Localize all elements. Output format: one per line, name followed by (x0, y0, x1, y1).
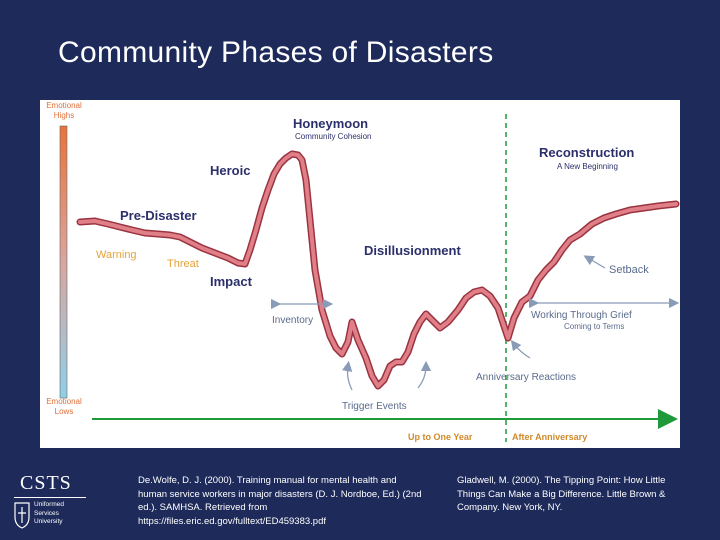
logo-line-2: Services (34, 509, 59, 517)
shield-icon (14, 502, 30, 529)
trigger-events-label: Trigger Events (342, 401, 407, 412)
coming-to-terms-label: Coming to Terms (564, 322, 624, 331)
disaster-phases-diagram: Emotional Highs Emotional Lows Honeymoon… (40, 100, 680, 448)
emotional-curve (78, 152, 678, 388)
setback-arrow (583, 255, 606, 269)
anniversary-reactions-arrow (510, 339, 531, 359)
emotional-lows-label-2: Lows (55, 407, 74, 416)
emotional-curve-outline (76, 150, 680, 390)
impact-label: Impact (210, 274, 253, 289)
emotional-highs-label-1: Emotional (46, 101, 82, 110)
inventory-label: Inventory (272, 315, 313, 326)
csts-logo-text: CSTS (20, 472, 72, 494)
logo-university-lines: Uniformed Services University (34, 501, 64, 527)
warning-label: Warning (96, 249, 137, 261)
pre-disaster-label: Pre-Disaster (120, 208, 197, 223)
up-to-one-year-label: Up to One Year (408, 432, 473, 442)
emotional-lows-label-1: Emotional (46, 397, 82, 406)
trigger-events-arrow-right (417, 360, 432, 389)
anniversary-reactions-label: Anniversary Reactions (476, 372, 576, 383)
threat-label: Threat (167, 258, 199, 270)
heroic-label: Heroic (210, 163, 250, 178)
new-beginning-label: A New Beginning (557, 162, 618, 171)
reference-gladwell: Gladwell, M. (2000). The Tipping Point: … (457, 475, 666, 513)
phases-svg: Emotional Highs Emotional Lows Honeymoon… (46, 101, 680, 442)
emotional-highs-label-2: Highs (54, 111, 74, 120)
reconstruction-label: Reconstruction (539, 145, 634, 160)
logo-line-3: University (34, 518, 63, 525)
after-anniversary-label: After Anniversary (512, 432, 587, 442)
community-cohesion-label: Community Cohesion (295, 132, 371, 141)
emotional-scale-bar (59, 125, 68, 399)
logo-divider (14, 497, 86, 498)
setback-label: Setback (609, 264, 649, 276)
slide-title: Community Phases of Disasters (58, 36, 494, 69)
honeymoon-label: Honeymoon (293, 116, 368, 131)
disillusionment-label: Disillusionment (364, 243, 461, 258)
trigger-events-arrow-left (342, 360, 353, 391)
working-through-grief-label: Working Through Grief (531, 310, 632, 321)
reference-dewolfe: De.Wolfe, D. J. (2000). Training manual … (138, 475, 422, 527)
csts-logo: CSTS Uniformed Services University (10, 472, 90, 534)
logo-line-1: Uniformed (34, 501, 64, 508)
